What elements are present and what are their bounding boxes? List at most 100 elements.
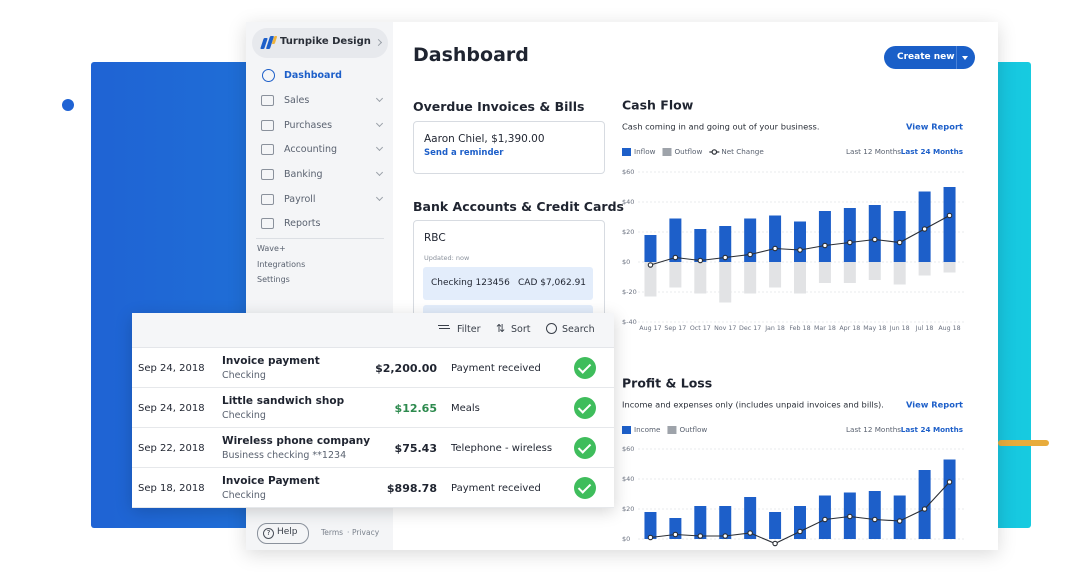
legend-label: Inflow: [634, 147, 656, 156]
bar: [669, 262, 682, 288]
y-tick-label: $20: [622, 228, 634, 236]
bar: [794, 506, 806, 539]
transaction-row[interactable]: Sep 18, 2018 Invoice Payment Checking $898.…: [132, 468, 614, 508]
line-point: [946, 212, 953, 219]
period-option[interactable]: Last 12 Months: [846, 147, 901, 156]
date: Sep 24, 2018: [138, 403, 205, 414]
view-report[interactable]: View Report: [906, 400, 963, 410]
x-tick-label: Aug 18: [938, 325, 961, 332]
y-tick-label: $20: [622, 505, 634, 513]
y-tick-label: $60: [622, 168, 634, 176]
line-point: [872, 516, 878, 523]
period-option[interactable]: Last 24 Months: [901, 147, 963, 156]
help-label: Help: [277, 527, 298, 537]
bar: [843, 208, 856, 262]
view-report[interactable]: View Report: [906, 122, 963, 132]
legend-swatch: [711, 149, 718, 155]
line-point: [797, 247, 803, 253]
bar: [943, 459, 956, 539]
nav-item[interactable]: Payroll: [284, 194, 316, 205]
y-tick-label: $-20: [622, 288, 637, 296]
nav-icon: [261, 169, 274, 180]
footer-link[interactable]: Privacy: [352, 528, 380, 537]
date: Sep 18, 2018: [138, 483, 205, 494]
status-check: [574, 397, 596, 419]
line-point: [946, 479, 953, 485]
x-tick-label: Apr 18: [839, 325, 861, 332]
legend-label: Outflow: [679, 425, 707, 434]
nav-icon: [262, 69, 275, 82]
x-tick-label: Jan 18: [765, 325, 785, 332]
nav-link[interactable]: Wave+: [257, 244, 286, 253]
y-tick-label: $40: [622, 198, 634, 206]
reminder-link[interactable]: Send a reminder: [424, 148, 504, 158]
account: Checking: [222, 410, 266, 421]
date: Sep 24, 2018: [138, 363, 205, 374]
bar: [644, 235, 657, 262]
account-row[interactable]: Checking 123456 CAD $7,062.91: [423, 267, 593, 300]
nav-item[interactable]: Reports: [284, 218, 321, 229]
bar: [893, 495, 906, 539]
overdue-card: Aaron Chiel, $1,390.00 Send a reminder: [413, 121, 605, 174]
x-tick-label: May 18: [863, 325, 887, 332]
section-title: Overdue Invoices & Bills: [413, 99, 585, 114]
nav-icon: [261, 120, 274, 131]
category: Meals: [451, 403, 480, 414]
bar: [719, 506, 732, 539]
line-point: [822, 516, 828, 523]
line-point: [722, 533, 728, 539]
transaction-row[interactable]: Sep 24, 2018 Little sandwich shop Checking…: [132, 388, 614, 428]
x-tick-label: Oct 17: [689, 325, 711, 332]
bar: [893, 262, 906, 285]
bar: [669, 518, 682, 539]
y-tick-label: $-40: [622, 318, 637, 326]
create-button[interactable]: Create new: [884, 46, 975, 69]
line-point: [722, 254, 728, 261]
business-name: Turnpike Design: [280, 36, 371, 47]
period-option[interactable]: Last 24 Months: [901, 425, 963, 434]
nav-link[interactable]: Integrations: [257, 260, 306, 269]
line-point: [921, 506, 928, 512]
help-button[interactable]: ? Help: [257, 523, 309, 544]
payee: Invoice Payment: [222, 475, 320, 487]
bar: [868, 262, 881, 280]
y-tick-label: $60: [622, 445, 634, 453]
status-check: [574, 477, 596, 499]
line-point: [847, 513, 853, 520]
transaction-row[interactable]: Sep 22, 2018 Wireless phone company Busine…: [132, 428, 614, 468]
account: Checking: [222, 370, 266, 381]
bar: [843, 262, 856, 283]
x-tick-label: Feb 18: [789, 325, 811, 332]
line-point: [672, 531, 679, 538]
nav-icon: [261, 144, 274, 155]
nav-item[interactable]: Accounting: [284, 144, 338, 155]
line-point: [872, 236, 878, 243]
transactions: Filter ⇅ Sort Search Sep 24, 2018 Invoice…: [132, 313, 614, 508]
tool[interactable]: Search: [562, 324, 595, 335]
nav-item[interactable]: Banking: [284, 169, 323, 180]
bar: [868, 491, 881, 539]
bar: [818, 262, 831, 283]
bar: [943, 187, 956, 262]
bar: [794, 221, 806, 262]
overdue-item: Aaron Chiel, $1,390.00: [424, 133, 545, 145]
bar: [719, 262, 732, 303]
payee: Invoice payment: [222, 355, 320, 367]
chart-subtitle: Income and expenses only (includes unpai…: [622, 400, 884, 410]
tool[interactable]: Sort: [511, 324, 531, 335]
nav-link[interactable]: Settings: [257, 275, 290, 284]
transaction-row[interactable]: Sep 24, 2018 Invoice payment Checking $2,20…: [132, 348, 614, 388]
chart-subtitle: Cash coming in and going out of your bus…: [622, 122, 820, 132]
nav-item[interactable]: Dashboard: [284, 70, 342, 81]
nav-item[interactable]: Purchases: [284, 120, 333, 131]
period-option[interactable]: Last 12 Months: [846, 425, 901, 434]
nav-item[interactable]: Sales: [284, 95, 310, 106]
footer-link[interactable]: Terms: [321, 528, 344, 537]
bar: [769, 262, 782, 288]
tool[interactable]: Filter: [457, 324, 481, 335]
footer-sep: ·: [347, 528, 350, 537]
bar: [719, 226, 732, 262]
business-switcher[interactable]: Turnpike Design: [252, 28, 388, 58]
bar: [694, 262, 707, 294]
nav-icon: [261, 194, 274, 205]
